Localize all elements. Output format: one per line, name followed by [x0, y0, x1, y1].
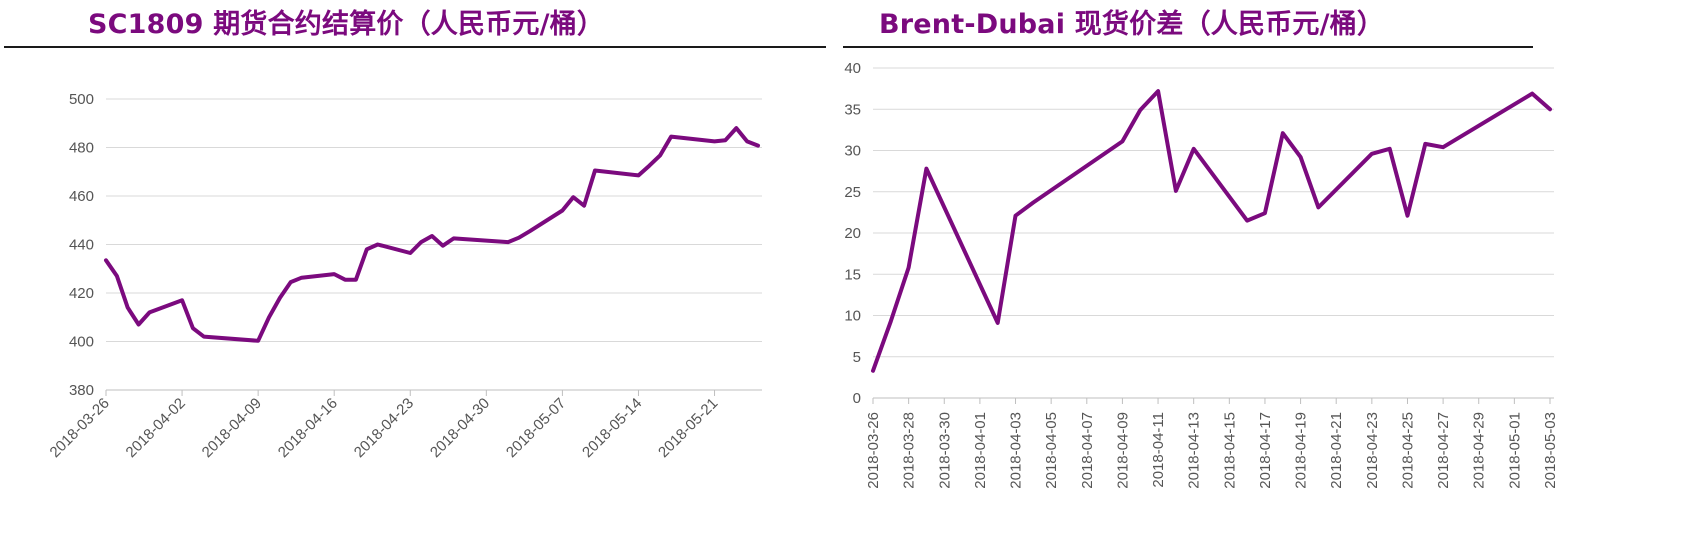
- x-tick-label: 2018-04-11: [1150, 412, 1167, 488]
- x-tick-label: 2018-04-29: [1471, 412, 1488, 489]
- x-tick-label: 2018-04-23: [1364, 412, 1381, 489]
- x-tick-label: 2018-04-17: [1257, 412, 1274, 489]
- y-tick-label: 400: [69, 334, 94, 351]
- left-chart-panel: SC1809 期货合约结算价（人民币元/桶） 380 400 420 440 460 48…: [4, 9, 826, 461]
- x-tick-label: 2018-03-28: [901, 412, 918, 489]
- x-tick-label: 2018-04-27: [1435, 412, 1452, 489]
- x-tick-label: 2018-03-26: [47, 395, 113, 461]
- x-tick-label: 2018-03-30: [936, 412, 953, 489]
- series-line-brent-dubai: [871, 89, 1552, 373]
- x-tick-label: 2018-05-01: [1506, 412, 1523, 489]
- y-tick-label: 10: [844, 308, 861, 325]
- y-tick-label: 500: [69, 91, 94, 108]
- x-tick-label: 2018-04-01: [972, 412, 989, 489]
- x-tick-label: 2018-04-30: [427, 395, 493, 461]
- left-title-rule: [4, 46, 826, 48]
- y-tick-label: 35: [844, 101, 861, 118]
- x-tick-label: 2018-04-05: [1043, 412, 1060, 489]
- x-tick-label: 2018-04-15: [1221, 412, 1238, 489]
- y-tick-label: 5: [853, 349, 861, 366]
- x-tick-label: 2018-04-03: [1008, 412, 1025, 489]
- y-tick-label: 420: [69, 285, 94, 302]
- x-tick-label: 2018-04-23: [351, 395, 417, 461]
- x-tick-label: 2018-05-03: [1542, 412, 1559, 489]
- y-tick-label: 0: [853, 390, 861, 407]
- right-chart-panel: Brent-Dubai 现货价差（人民币元/桶） 0 5 10 15 20 25 30 35 4…: [843, 0, 1686, 551]
- x-tick-label: 2018-05-14: [579, 395, 645, 461]
- x-tick-label: 2018-05-21: [655, 395, 721, 461]
- y-tick-label: 460: [69, 188, 94, 205]
- x-tick-label: 2018-05-07: [503, 395, 569, 461]
- x-tick-label: 2018-04-07: [1079, 412, 1096, 489]
- x-tick-label: 2018-04-13: [1186, 412, 1203, 489]
- right-title-rule: [843, 46, 1533, 48]
- x-tick-label: 2018-04-09: [199, 395, 265, 461]
- x-tick-label: 2018-04-25: [1399, 412, 1416, 489]
- y-tick-label: 380: [69, 382, 94, 399]
- x-tick-label: 2018-03-26: [865, 412, 882, 489]
- brent-dubai-spread-chart: 0 5 10 15 20 25 30 35 40 2018-03-26 2018-03-28 2018…: [844, 60, 1559, 489]
- x-tick-label: 2018-04-02: [123, 395, 189, 461]
- x-tick-label: 2018-04-16: [275, 395, 341, 461]
- y-tick-label: 20: [844, 225, 861, 242]
- x-tick-label: 2018-04-09: [1114, 412, 1131, 489]
- x-tick-label: 2018-04-19: [1293, 412, 1310, 489]
- y-tick-label: 440: [69, 237, 94, 254]
- y-tick-label: 40: [844, 60, 861, 77]
- y-tick-label: 30: [844, 143, 861, 160]
- y-tick-label: 25: [844, 184, 861, 201]
- y-tick-label: 480: [69, 140, 94, 157]
- right-chart-title: Brent-Dubai 现货价差（人民币元/桶）: [879, 9, 1385, 40]
- y-tick-label: 15: [844, 266, 861, 283]
- x-tick-label: 2018-04-21: [1328, 412, 1345, 489]
- left-chart-title: SC1809 期货合约结算价（人民币元/桶）: [88, 9, 605, 40]
- series-line-sc1809: [104, 126, 760, 343]
